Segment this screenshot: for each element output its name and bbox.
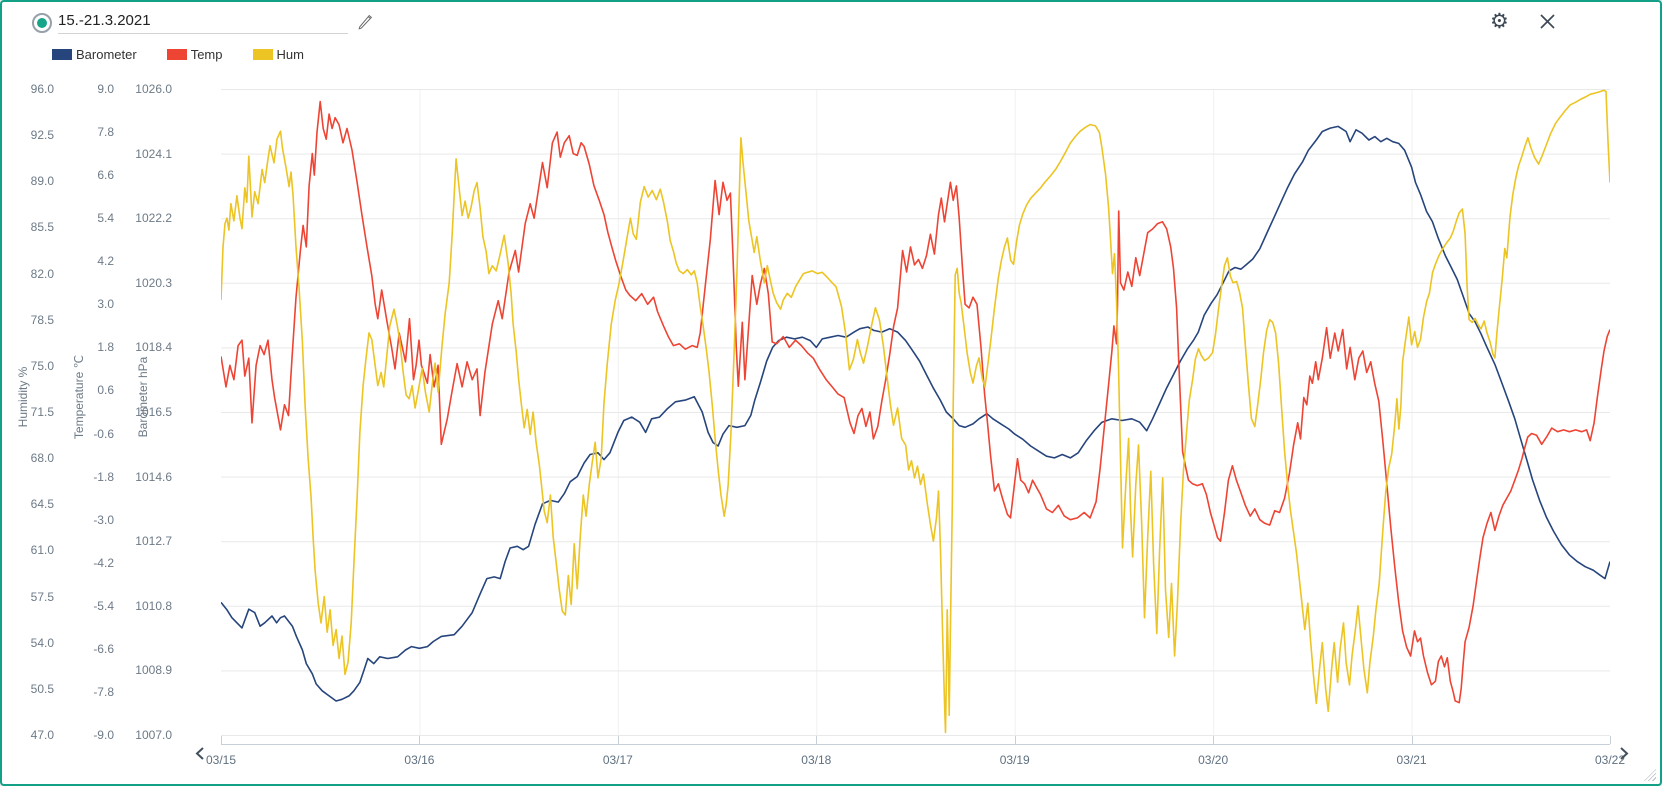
close-icon[interactable] [1539, 13, 1556, 34]
y-tick-label: 1026.0 [135, 82, 172, 96]
legend-swatch-icon [252, 49, 273, 60]
y-tick-label: 1024.1 [135, 146, 172, 161]
x-tick-mark [1411, 736, 1413, 744]
gear-icon[interactable]: ⚙ [1490, 10, 1509, 33]
y-tick-label: -9.0 [93, 728, 114, 742]
y-tick-label: 1018.4 [135, 340, 172, 355]
y-tick-label: 1020.3 [135, 275, 172, 290]
x-tick-label: 03/16 [404, 753, 435, 767]
legend-item-temp[interactable]: Temp [166, 47, 223, 62]
y-tick-label: 6.6 [97, 168, 114, 183]
barometer-axis-title: Barometer hPa [136, 356, 150, 438]
y-tick-label: -7.8 [93, 684, 114, 699]
resize-handle-icon[interactable] [1644, 769, 1656, 781]
y-tick-label: 96.0 [30, 82, 54, 96]
y-tick-label: 7.8 [97, 125, 114, 140]
y-tick-label: 5.4 [97, 211, 114, 226]
series-line-hum [221, 89, 1610, 734]
x-tick-mark [419, 736, 421, 744]
record-dot-icon [37, 18, 47, 28]
legend-item-barometer[interactable]: Barometer [52, 47, 137, 62]
y-tick-label: 92.5 [30, 128, 54, 143]
y-tick-label: 85.5 [30, 220, 54, 235]
y-tick-label: 1007.0 [135, 728, 172, 742]
y-tick-label: 3.0 [97, 297, 114, 312]
record-toggle-icon[interactable] [32, 13, 52, 33]
y-tick-label: 1022.2 [135, 211, 172, 226]
y-tick-label: 1.8 [97, 340, 114, 355]
x-tick-mark [1213, 736, 1215, 744]
y-tick-label: 4.2 [97, 254, 114, 269]
y-tick-label: -6.6 [93, 641, 114, 656]
x-tick-label: 03/15 [205, 753, 237, 767]
legend: Barometer Temp Hum [52, 47, 304, 62]
x-tick-label: 03/19 [999, 753, 1030, 767]
pencil-icon[interactable] [358, 14, 373, 34]
y-tick-label: 47.0 [30, 728, 54, 742]
x-tick-mark [617, 736, 619, 744]
chart-plot-area[interactable] [221, 89, 1610, 736]
y-tick-label: 64.5 [30, 497, 54, 512]
y-tick-label: -0.6 [93, 426, 114, 441]
y-tick-label: 9.0 [97, 82, 114, 96]
x-tick-label: 03/22 [1594, 753, 1626, 767]
legend-swatch-icon [166, 49, 187, 60]
y-tick-label: 61.0 [30, 543, 54, 558]
x-tick-mark [221, 736, 222, 744]
title-input[interactable] [58, 10, 348, 34]
x-tick-mark [1014, 736, 1016, 744]
y-tick-label: -4.2 [93, 555, 114, 570]
y-tick-label: 50.5 [30, 681, 54, 696]
y-tick-label: 1010.8 [135, 598, 172, 613]
y-tick-label: 78.5 [30, 312, 54, 327]
series-line-barometer [221, 125, 1610, 702]
y-tick-label: 1008.9 [135, 663, 172, 678]
x-axis-line [221, 744, 1610, 745]
y-tick-label: 71.5 [30, 405, 54, 419]
y-tick-label: 57.5 [30, 589, 54, 604]
x-tick-mark [816, 736, 818, 744]
y-tick-label: 54.0 [30, 635, 54, 650]
chevron-left-icon[interactable] [194, 746, 205, 766]
y-tick-label: 1012.7 [135, 534, 172, 549]
series-line-temp [221, 100, 1610, 704]
legend-label: Barometer [76, 47, 137, 62]
y-tick-label: 89.0 [30, 174, 54, 189]
x-tick-label: 03/18 [801, 753, 832, 767]
x-tick-label: 03/17 [602, 753, 633, 767]
y-tick-label: 75.0 [30, 358, 54, 373]
y-tick-label: 1014.6 [135, 469, 172, 484]
y-tick-label: -5.4 [93, 598, 114, 613]
legend-label: Hum [276, 47, 304, 62]
y-tick-label: -3.0 [93, 512, 114, 527]
x-tick-mark [1610, 736, 1611, 744]
legend-item-hum[interactable]: Hum [252, 47, 304, 62]
y-tick-label: 68.0 [30, 451, 54, 466]
x-tick-label: 03/21 [1396, 753, 1427, 767]
y-tick-label: 82.0 [30, 266, 54, 281]
legend-label: Temp [190, 47, 223, 62]
legend-swatch-icon [52, 49, 72, 60]
y-tick-label: 0.6 [97, 383, 114, 398]
chevron-right-icon[interactable] [1619, 746, 1630, 766]
x-tick-label: 03/20 [1198, 753, 1229, 767]
y-tick-label: 1016.5 [135, 405, 172, 419]
y-tick-label: -1.8 [93, 469, 114, 484]
